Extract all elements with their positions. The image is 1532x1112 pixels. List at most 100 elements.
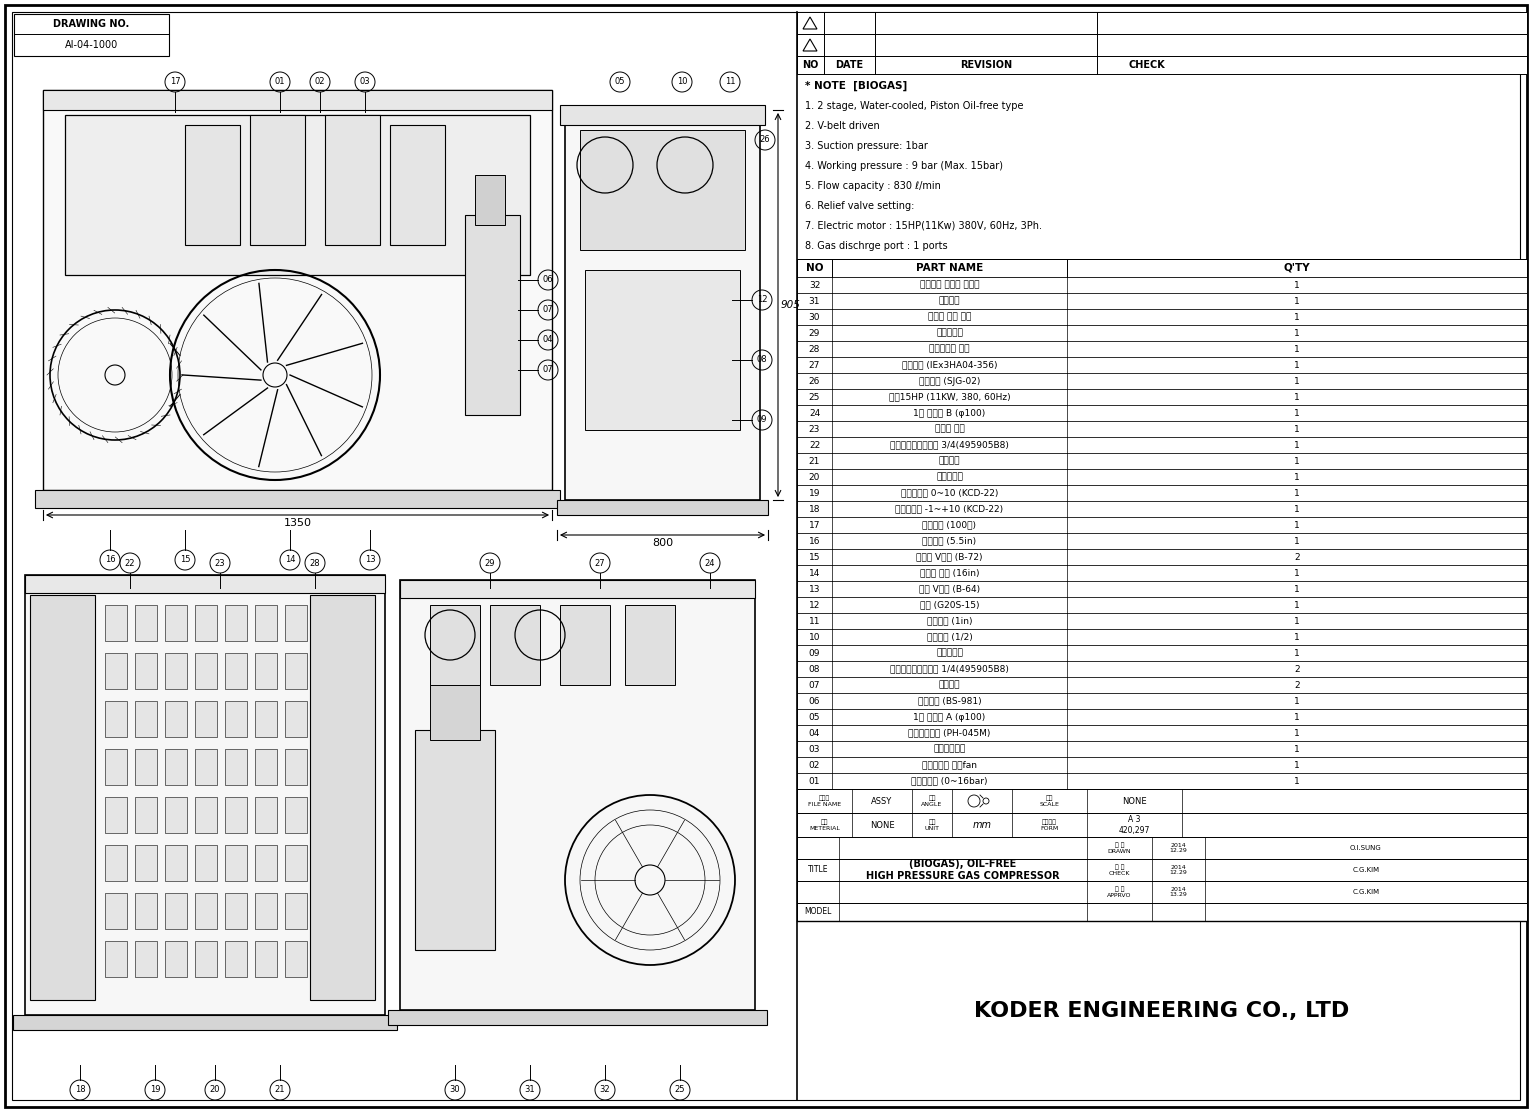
Bar bbox=[797, 790, 1527, 813]
Bar bbox=[797, 502, 1527, 517]
Bar bbox=[106, 653, 127, 689]
Bar bbox=[254, 893, 277, 929]
Bar bbox=[797, 629, 1527, 645]
Text: 800: 800 bbox=[653, 538, 673, 548]
Text: 라디에이터 커버: 라디에이터 커버 bbox=[930, 345, 970, 354]
Text: 24: 24 bbox=[809, 408, 820, 417]
Text: 09: 09 bbox=[809, 648, 820, 657]
Text: 03: 03 bbox=[360, 78, 371, 87]
Text: NO: NO bbox=[801, 60, 818, 70]
Text: 1. 2 stage, Water-cooled, Piston Oil-free type: 1. 2 stage, Water-cooled, Piston Oil-fre… bbox=[804, 101, 1023, 111]
Text: 승 인
APPRVO: 승 인 APPRVO bbox=[1108, 886, 1132, 897]
Text: 1: 1 bbox=[1295, 600, 1299, 609]
Text: 2: 2 bbox=[1295, 553, 1299, 562]
Bar bbox=[625, 605, 676, 685]
Text: 04: 04 bbox=[809, 728, 820, 737]
Text: 오일차단 가이드 실린더: 오일차단 가이드 실린더 bbox=[919, 280, 979, 289]
Text: 22: 22 bbox=[809, 440, 820, 449]
Text: DRAWING NO.: DRAWING NO. bbox=[54, 19, 130, 29]
Bar bbox=[581, 130, 745, 250]
Text: 07: 07 bbox=[809, 681, 820, 689]
Text: 6. Relief valve setting:: 6. Relief valve setting: bbox=[804, 201, 915, 211]
Text: 24: 24 bbox=[705, 558, 715, 567]
Bar bbox=[254, 845, 277, 881]
Text: 31: 31 bbox=[524, 1085, 535, 1094]
Bar bbox=[797, 469, 1527, 485]
Text: ASSY: ASSY bbox=[872, 796, 893, 805]
Text: 12: 12 bbox=[809, 600, 820, 609]
Text: 28: 28 bbox=[809, 345, 820, 354]
Text: 17: 17 bbox=[170, 78, 181, 87]
Bar bbox=[558, 500, 768, 515]
Text: 모터15HP (11KW, 380, 60Hz): 모터15HP (11KW, 380, 60Hz) bbox=[889, 393, 1010, 401]
Text: 05: 05 bbox=[614, 78, 625, 87]
Bar bbox=[165, 797, 187, 833]
Text: 2. V-belt driven: 2. V-belt driven bbox=[804, 121, 879, 131]
Text: 흡입팸브 (1in): 흡입팸브 (1in) bbox=[927, 616, 973, 625]
Text: 전동기 V뱨트 (B-72): 전동기 V뱨트 (B-72) bbox=[916, 553, 982, 562]
Text: 1: 1 bbox=[1295, 776, 1299, 785]
Bar bbox=[254, 797, 277, 833]
Bar bbox=[106, 893, 127, 929]
Text: 29: 29 bbox=[809, 328, 820, 338]
Text: 1단 실린더 A (φ100): 1단 실린더 A (φ100) bbox=[913, 713, 985, 722]
Text: 워터재탯: 워터재탯 bbox=[939, 297, 961, 306]
Bar bbox=[797, 903, 1527, 921]
Text: 1: 1 bbox=[1295, 585, 1299, 594]
Bar bbox=[165, 653, 187, 689]
Text: 26: 26 bbox=[760, 136, 771, 145]
Bar bbox=[285, 845, 306, 881]
Text: 1: 1 bbox=[1295, 377, 1299, 386]
Bar bbox=[225, 605, 247, 641]
Bar bbox=[12, 1015, 397, 1030]
Bar bbox=[195, 941, 218, 977]
Text: 파일명
FILE NAME: 파일명 FILE NAME bbox=[807, 795, 841, 806]
Bar bbox=[797, 580, 1527, 597]
Text: 툴티 (G20S-15): 툴티 (G20S-15) bbox=[919, 600, 979, 609]
Bar bbox=[135, 653, 156, 689]
Text: TITLE: TITLE bbox=[807, 865, 829, 874]
Text: 안전밸브 (BS-981): 안전밸브 (BS-981) bbox=[918, 696, 982, 705]
Text: 32: 32 bbox=[809, 280, 820, 289]
Text: 1단 실린더 B (φ100): 1단 실린더 B (φ100) bbox=[913, 408, 985, 417]
Text: 1: 1 bbox=[1295, 312, 1299, 321]
Text: 19: 19 bbox=[150, 1085, 161, 1094]
Text: 라디에이터 냉각fan: 라디에이터 냉각fan bbox=[922, 761, 977, 770]
Bar bbox=[64, 115, 530, 275]
Text: 10: 10 bbox=[677, 78, 688, 87]
Bar bbox=[797, 259, 1527, 277]
Text: 단위
UNIT: 단위 UNIT bbox=[924, 820, 939, 831]
Text: * NOTE  [BIOGAS]: * NOTE [BIOGAS] bbox=[804, 81, 907, 91]
Text: 01: 01 bbox=[809, 776, 820, 785]
Text: 2: 2 bbox=[1295, 665, 1299, 674]
Bar bbox=[31, 595, 95, 1000]
Bar bbox=[106, 701, 127, 737]
Bar bbox=[225, 941, 247, 977]
Bar bbox=[797, 325, 1527, 341]
Text: 1: 1 bbox=[1295, 520, 1299, 529]
Bar bbox=[285, 797, 306, 833]
Bar bbox=[585, 270, 740, 430]
Text: 20: 20 bbox=[210, 1085, 221, 1094]
Text: A 3
420,297: A 3 420,297 bbox=[1118, 815, 1151, 835]
Bar bbox=[285, 749, 306, 785]
Text: 04: 04 bbox=[542, 336, 553, 345]
Text: 1: 1 bbox=[1295, 297, 1299, 306]
Bar bbox=[797, 709, 1527, 725]
Bar bbox=[400, 580, 755, 598]
Text: 15: 15 bbox=[809, 553, 820, 562]
Text: 온도센서 (100즌): 온도센서 (100즌) bbox=[922, 520, 976, 529]
Text: 08: 08 bbox=[809, 665, 820, 674]
Bar bbox=[225, 797, 247, 833]
Bar bbox=[797, 773, 1527, 790]
Text: 1: 1 bbox=[1295, 745, 1299, 754]
Bar bbox=[135, 605, 156, 641]
Text: REVISION: REVISION bbox=[961, 60, 1013, 70]
Text: 31: 31 bbox=[809, 297, 820, 306]
Bar bbox=[561, 105, 764, 125]
Text: 7. Electric motor : 15HP(11Kw) 380V, 60Hz, 3Ph.: 7. Electric motor : 15HP(11Kw) 380V, 60H… bbox=[804, 221, 1042, 231]
Bar bbox=[135, 893, 156, 929]
Text: Q'TY: Q'TY bbox=[1284, 264, 1310, 274]
Text: 3. Suction pressure: 1bar: 3. Suction pressure: 1bar bbox=[804, 141, 928, 151]
Bar bbox=[797, 12, 1527, 34]
